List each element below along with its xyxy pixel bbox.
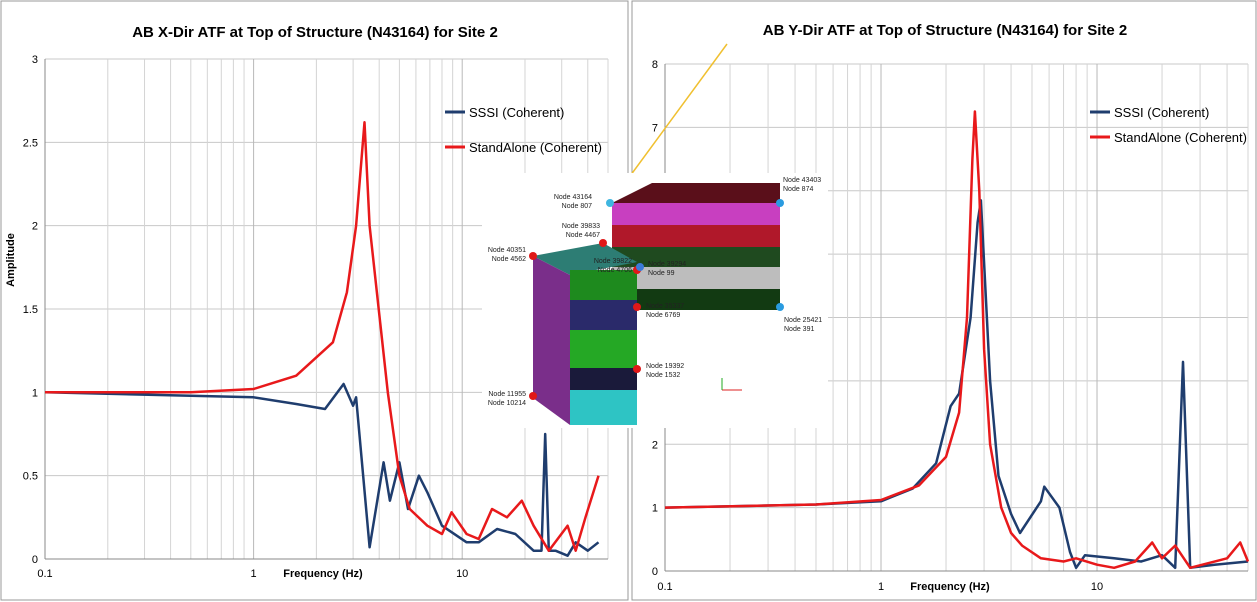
x-tick-label: 1 <box>878 581 884 593</box>
node-label: Node 99 <box>648 270 675 277</box>
y-tick-label: 1 <box>32 387 38 399</box>
node-label: Node 10214 <box>488 400 526 407</box>
node-marker <box>529 252 537 260</box>
node-label: Node 874 <box>783 186 813 193</box>
node-label: Node 25421 <box>784 317 822 324</box>
block-side <box>533 256 570 425</box>
node-marker <box>529 392 537 400</box>
block-layer <box>570 390 637 425</box>
y-tick-label: 0 <box>32 554 38 566</box>
node-marker <box>633 365 641 373</box>
node-label: Node 39294 <box>648 261 686 268</box>
node-marker <box>636 263 644 271</box>
block-layer <box>612 203 780 225</box>
page: AB X-Dir ATF at Top of Structure (N43164… <box>0 0 1257 602</box>
y-tick-label: 0 <box>652 566 658 578</box>
block-layer <box>612 225 780 247</box>
y-tick-label: 0.5 <box>23 471 38 483</box>
block-layer <box>612 247 780 267</box>
y-tick-label: 2.5 <box>23 137 38 149</box>
node-label: Node 39833 <box>562 223 600 230</box>
y-tick-label: 3 <box>32 54 38 66</box>
block-layer <box>570 300 637 330</box>
y-tick-label: 1 <box>652 503 658 515</box>
chart-title: AB X-Dir ATF at Top of Structure (N43164… <box>132 24 498 41</box>
x-tick-label: 1 <box>251 568 257 580</box>
x-tick-label: 0.1 <box>657 581 672 593</box>
node-label: Node 391 <box>784 326 814 333</box>
node-label: Node 6769 <box>646 312 680 319</box>
node-label: Node 35337 <box>646 303 684 310</box>
x-axis-label: Frequency (Hz) <box>910 581 990 593</box>
y-tick-label: 1.5 <box>23 304 38 316</box>
node-label: Node 807 <box>562 203 592 210</box>
node-marker <box>776 303 784 311</box>
chart-title: AB Y-Dir ATF at Top of Structure (N43164… <box>763 22 1128 39</box>
block-layer <box>570 270 637 300</box>
node-label: Node 4706 <box>598 267 632 274</box>
node-marker <box>633 303 641 311</box>
node-marker <box>599 239 607 247</box>
legend-label: StandAlone (Coherent) <box>1114 130 1247 145</box>
node-marker <box>776 199 784 207</box>
block-layer <box>570 368 637 390</box>
y-tick-label: 2 <box>32 221 38 233</box>
node-label: Node 4562 <box>492 256 526 263</box>
x-tick-label: 10 <box>456 568 468 580</box>
node-label: Node 4467 <box>566 232 600 239</box>
y-tick-label: 2 <box>652 439 658 451</box>
legend-label: SSSI (Coherent) <box>469 105 564 120</box>
node-label: Node 19392 <box>646 363 684 370</box>
x-tick-label: 10 <box>1091 581 1103 593</box>
node-label: Node 40351 <box>488 247 526 254</box>
legend-label: StandAlone (Coherent) <box>469 140 602 155</box>
node-label: Node 1532 <box>646 372 680 379</box>
node-marker <box>606 199 614 207</box>
y-tick-label: 7 <box>652 122 658 134</box>
legend-label: SSSI (Coherent) <box>1114 105 1209 120</box>
y-axis-label: Amplitude <box>5 233 17 287</box>
node-label: Node 11955 <box>488 391 526 398</box>
node-label: Node 43164 <box>554 194 592 201</box>
x-tick-label: 0.1 <box>37 568 52 580</box>
node-label: Node 43403 <box>783 177 821 184</box>
y-tick-label: 8 <box>652 59 658 71</box>
node-label: Node 39822 <box>594 258 632 265</box>
x-axis-label: Frequency (Hz) <box>283 568 363 580</box>
block-layer <box>570 330 637 368</box>
figure: AB X-Dir ATF at Top of Structure (N43164… <box>0 0 1257 602</box>
